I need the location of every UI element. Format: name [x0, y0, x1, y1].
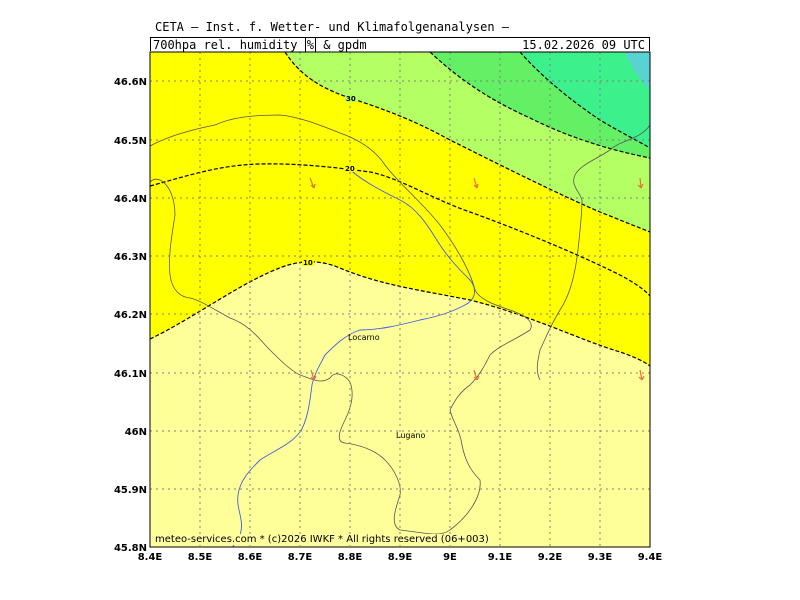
- field-name-2: & gpdm: [323, 38, 367, 52]
- wind-arrow-icon: [310, 369, 317, 381]
- map-frame: [149, 51, 651, 548]
- field-name: 700hpa rel. humidity: [153, 38, 298, 52]
- x-tick-label: 8.5E: [188, 552, 213, 563]
- y-tick-label: 46.2N: [114, 310, 147, 321]
- contour-10: [150, 261, 650, 367]
- header-title: CETA — Inst. f. Wetter- und Klimafolgena…: [155, 20, 510, 34]
- x-tick-label: 9E: [443, 552, 457, 563]
- x-tick-label: 8.9E: [388, 552, 413, 563]
- y-axis: 46.6N 46.5N 46.4N 46.3N 46.2N 46.1N 46N …: [114, 77, 147, 554]
- fill-40-50: [520, 52, 650, 148]
- contour-label: 20: [345, 165, 355, 173]
- x-tick-label: 8.7E: [288, 552, 313, 563]
- x-tick-label: 9.1E: [488, 552, 513, 563]
- y-tick-label: 46.6N: [114, 77, 147, 88]
- canton-border-east: [536, 124, 650, 381]
- header-datetime: 15.02.2026 09 UTC: [522, 38, 645, 52]
- contour-40: [429, 52, 650, 159]
- wind-arrow-icon: [638, 369, 645, 381]
- y-tick-label: 45.8N: [114, 543, 147, 554]
- x-tick-label: 8.4E: [138, 552, 163, 563]
- x-tick-label: 9.4E: [638, 552, 663, 563]
- x-tick-label: 8.6E: [238, 552, 263, 563]
- x-tick-label: 8.8E: [338, 552, 363, 563]
- y-tick-label: 46.4N: [114, 194, 147, 205]
- y-tick-label: 46.1N: [114, 369, 147, 380]
- x-axis: 8.4E 8.5E 8.6E 8.7E 8.8E 8.9E 9E 9.1E 9.…: [138, 552, 663, 563]
- contour-label: 10: [303, 259, 313, 267]
- copyright-credit: meteo-services.com * (c)2026 IWKF * All …: [153, 534, 491, 545]
- wind-arrow-icon: [637, 177, 644, 189]
- river-ticino: [231, 164, 476, 547]
- y-tick-label: 46N: [125, 427, 147, 438]
- contour-label: 30: [346, 95, 356, 103]
- town-label-lugano: Lugano: [396, 431, 425, 440]
- wind-arrow-icon: [309, 177, 316, 189]
- x-tick-label: 9.2E: [538, 552, 563, 563]
- y-tick-label: 46.5N: [114, 136, 147, 147]
- header-field: 700hpa rel. humidity % & gpdm: [153, 37, 367, 53]
- wind-arrow-icon: [473, 177, 479, 189]
- x-tick-label: 9.3E: [588, 552, 613, 563]
- y-tick-label: 46.3N: [114, 252, 147, 263]
- header-box: [150, 37, 650, 51]
- country-border: [150, 114, 532, 535]
- wind-arrow-icon: [473, 369, 480, 381]
- y-tick-label: 45.9N: [114, 485, 147, 496]
- town-label-locarno: Locarno: [348, 333, 380, 342]
- unit-box: %: [304, 37, 316, 53]
- wind-arrows: [309, 177, 645, 381]
- grid: [150, 52, 650, 547]
- contour-20: [150, 163, 650, 297]
